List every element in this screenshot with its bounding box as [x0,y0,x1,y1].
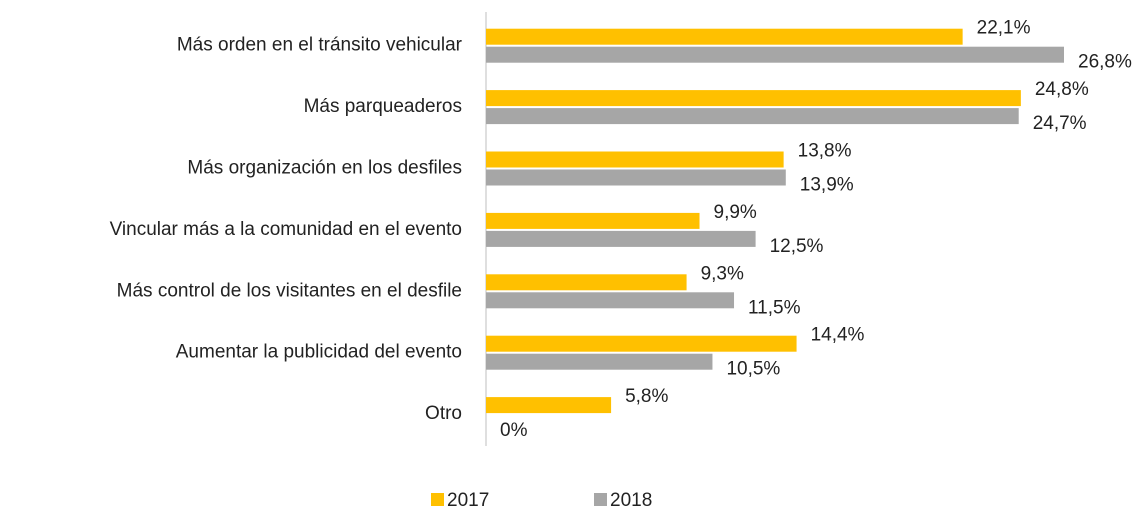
value-label: 24,7% [1033,113,1087,134]
bar [486,231,756,247]
value-label: 9,9% [714,202,757,223]
value-label: 14,4% [811,325,865,346]
bar [486,354,712,370]
value-label: 12,5% [770,236,824,257]
category-label: Más orden en el tránsito vehicular [177,35,463,56]
category-label: Más organización en los desfiles [187,158,462,179]
bar [486,170,786,186]
chart: Más orden en el tránsito vehicular 22,1% 2… [0,0,1148,511]
bar [486,397,611,413]
value-label: 26,8% [1078,52,1132,73]
category-label: Más control de los visitantes en el desf… [117,280,462,301]
legend-label: 2017 [447,490,489,511]
background [0,0,1148,511]
value-label: 13,8% [798,141,852,162]
value-label: 9,3% [701,263,744,284]
value-label: 13,9% [800,175,854,196]
bar [486,47,1064,63]
legend-swatch [431,493,444,506]
bar [486,108,1019,124]
value-label: 0% [500,420,528,441]
bar [486,292,734,308]
value-label: 11,5% [748,297,801,318]
value-label: 5,8% [625,386,668,407]
bar [486,152,784,168]
value-label: 10,5% [726,359,780,380]
bar [486,29,963,45]
category-label: Vincular más a la comunidad en el evento [110,219,462,240]
value-label: 22,1% [977,18,1031,39]
category-label: Aumentar la publicidad del evento [176,342,462,363]
value-label: 24,8% [1035,79,1089,100]
legend-swatch [594,493,607,506]
category-label: Más parqueaderos [304,96,462,117]
bar [486,274,687,290]
category-label: Otro [425,403,462,424]
legend-label: 2018 [610,490,652,511]
bar [486,336,797,352]
bar [486,90,1021,106]
bar [486,213,700,229]
